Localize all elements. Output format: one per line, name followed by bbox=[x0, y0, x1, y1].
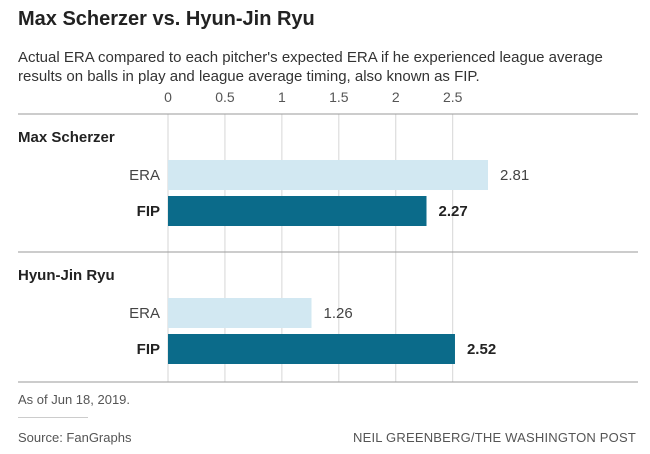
value-label-1-1: 2.52 bbox=[467, 341, 496, 358]
footer-divider bbox=[18, 417, 88, 418]
tick-label-3: 1.5 bbox=[329, 89, 349, 105]
value-label-0-1: 2.27 bbox=[439, 203, 468, 220]
chart-subtitle: Actual ERA compared to each pitcher's ex… bbox=[18, 49, 603, 85]
value-label-0-0: 2.81 bbox=[500, 167, 529, 184]
category-label-0-1: FIP bbox=[137, 203, 160, 220]
tick-label-5: 2.5 bbox=[443, 89, 463, 105]
category-label-0-0: ERA bbox=[129, 167, 160, 184]
chart-title: Max Scherzer vs. Hyun-Jin Ryu bbox=[18, 8, 315, 30]
tick-label-2: 1 bbox=[278, 89, 286, 105]
bar-0-0 bbox=[168, 160, 488, 190]
source-note: Source: FanGraphs bbox=[18, 430, 132, 445]
category-label-1-0: ERA bbox=[129, 305, 160, 322]
group-label-0: Max Scherzer bbox=[18, 129, 115, 146]
bar-0-1 bbox=[168, 196, 427, 226]
tick-label-0: 0 bbox=[164, 89, 172, 105]
group-label-1: Hyun-Jin Ryu bbox=[18, 267, 115, 284]
value-label-1-0: 1.26 bbox=[323, 305, 352, 322]
credit-line: NEIL GREENBERG/THE WASHINGTON POST bbox=[353, 430, 636, 445]
bar-chart: 0 0.5 1 1.5 2 2.5 Max Scherzer ERA 2.81 FIP 2.27 Hy… bbox=[18, 89, 638, 383]
date-note: As of Jun 18, 2019. bbox=[18, 392, 131, 407]
tick-label-1: 0.5 bbox=[215, 89, 235, 105]
tick-label-4: 2 bbox=[392, 89, 400, 105]
category-label-1-1: FIP bbox=[137, 341, 160, 358]
bar-1-0 bbox=[168, 298, 312, 328]
bar-1-1 bbox=[168, 334, 455, 364]
